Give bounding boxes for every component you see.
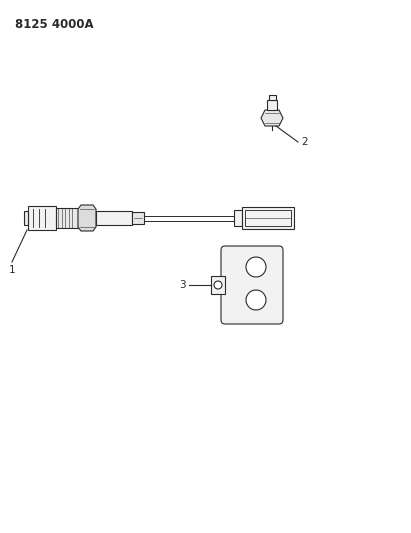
Polygon shape bbox=[78, 205, 96, 231]
Bar bbox=[24, 211, 28, 225]
Circle shape bbox=[246, 290, 266, 310]
Text: 3: 3 bbox=[179, 280, 186, 290]
Polygon shape bbox=[211, 276, 225, 294]
Text: 8125 4000A: 8125 4000A bbox=[15, 18, 94, 31]
Text: 2: 2 bbox=[301, 137, 307, 147]
FancyBboxPatch shape bbox=[221, 246, 283, 324]
Text: 1: 1 bbox=[9, 265, 15, 275]
Bar bbox=[242, 207, 294, 229]
Bar bbox=[234, 210, 242, 226]
Bar bbox=[245, 210, 291, 226]
Circle shape bbox=[214, 281, 222, 289]
Bar bbox=[28, 206, 56, 230]
Bar bbox=[56, 208, 78, 228]
Bar bbox=[268, 95, 275, 100]
Circle shape bbox=[246, 257, 266, 277]
Bar bbox=[96, 211, 132, 225]
Bar bbox=[132, 212, 144, 224]
Bar bbox=[267, 100, 277, 110]
Polygon shape bbox=[261, 110, 283, 126]
